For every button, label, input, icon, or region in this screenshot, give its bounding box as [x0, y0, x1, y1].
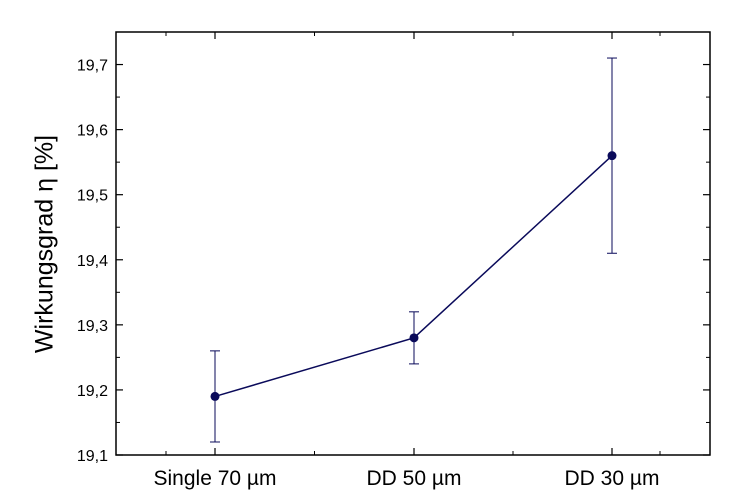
y-axis-label: Wirkungsgrad η [%] [31, 135, 59, 353]
y-tick-label: 19,6 [77, 123, 108, 140]
y-tick-label: 19,5 [77, 188, 108, 205]
y-tick-label: 19,1 [77, 448, 108, 465]
data-point [210, 391, 220, 401]
y-tick-label: 19,4 [77, 253, 108, 270]
data-point [409, 333, 419, 343]
plot-frame [115, 31, 711, 456]
x-tick-label: DD 50 µm [367, 467, 462, 490]
y-tick-label: 19,2 [77, 383, 108, 400]
x-tick-label: DD 30 µm [565, 467, 660, 490]
y-tick-label: 19,7 [77, 58, 108, 75]
y-tick-label: 19,3 [77, 318, 108, 335]
x-tick-label: Single 70 µm [154, 467, 277, 490]
data-point [607, 151, 617, 161]
